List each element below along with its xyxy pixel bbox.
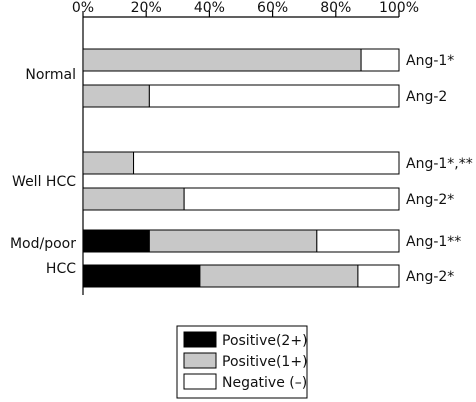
x-tick-label: 0%	[72, 0, 94, 16]
bar-segment-negative	[360, 48, 400, 72]
bar-segment-positive-1plus	[82, 187, 185, 211]
bar-segment-positive-2plus	[82, 264, 201, 288]
x-tick-label: 20%	[131, 0, 162, 16]
legend-label: Positive(1+)	[222, 354, 308, 370]
bar-label: Ang-2	[406, 89, 447, 105]
bar-segment-positive-2plus	[82, 229, 150, 253]
bar-segment-negative	[183, 187, 400, 211]
bar-segment-positive-1plus	[82, 151, 135, 175]
bar-segment-positive-1plus	[82, 48, 362, 72]
bar-segment-positive-1plus	[82, 84, 150, 108]
legend-label: Negative (–)	[222, 375, 307, 391]
group-label: HCC	[46, 261, 76, 277]
bar-segment-negative	[316, 229, 400, 253]
group-label: Well HCC	[12, 174, 76, 190]
bar-labels: Ang-1* Ang-2 Ang-1*,** Ang-2* Ang-1** Ang-2*	[406, 53, 473, 285]
legend-swatch	[183, 331, 217, 348]
bar-segment-positive-1plus	[199, 264, 359, 288]
group-label: Mod/poor	[10, 236, 76, 252]
bar-label: Ang-1*	[406, 53, 454, 69]
x-tick-label: 60%	[257, 0, 288, 16]
bars	[82, 48, 400, 288]
group-labels: Normal Well HCC Mod/poor HCC	[10, 67, 76, 277]
bar-segment-positive-1plus	[148, 229, 318, 253]
bar-segment-negative	[357, 264, 400, 288]
legend: Positive(2+) Positive(1+) Negative (–)	[176, 325, 308, 399]
bar-label: Ang-2*	[406, 192, 454, 208]
bar-segment-negative	[148, 84, 400, 108]
bar-label: Ang-1**	[406, 234, 461, 250]
legend-swatch	[183, 373, 217, 390]
x-tick-label: 40%	[194, 0, 225, 16]
bar-label: Ang-1*,**	[406, 156, 473, 172]
bar-label: Ang-2*	[406, 269, 454, 285]
legend-label: Positive(2+)	[222, 333, 308, 349]
x-tick-label: 100%	[379, 0, 419, 16]
x-tick-label: 80%	[320, 0, 351, 16]
legend-swatch	[183, 352, 217, 369]
group-label: Normal	[25, 67, 76, 83]
bar-segment-negative	[133, 151, 400, 175]
